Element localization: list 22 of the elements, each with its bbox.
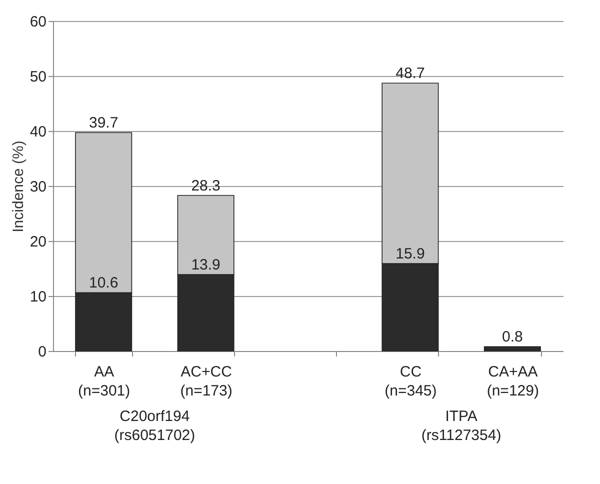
y-tick-label: 60 — [30, 14, 46, 30]
total-label: 28.3 — [191, 177, 220, 194]
x-tick-label: AC+CC (n=173) — [180, 364, 232, 400]
text: ITPA (rs1127354) — [421, 408, 502, 444]
y-tick-label: 0 — [38, 344, 46, 360]
x-tick-label: AA (n=301) — [78, 364, 130, 400]
y-tick-label: 20 — [30, 234, 46, 250]
y-tick-label: 10 — [30, 288, 46, 306]
y-tick-label: 40 — [30, 124, 46, 140]
x-tick-label: CA+AA (n=129) — [486, 364, 539, 400]
total-label: 48.7 — [396, 65, 425, 82]
x-tick-label: CC (n=345) — [384, 364, 437, 400]
y-tick-label: 30 — [30, 178, 46, 196]
data-label: 10.6 — [88, 274, 118, 292]
bar — [484, 346, 541, 352]
text: C20orf194 (rs6051702) — [114, 408, 196, 444]
y-tick-label: 50 — [30, 68, 46, 86]
data-label: 15.9 — [396, 246, 425, 263]
total-label: 39.7 — [88, 114, 118, 132]
data-label: 0.8 — [502, 328, 523, 346]
data-label: 13.9 — [191, 256, 220, 274]
y-axis-title: Incidence (%) — [10, 140, 27, 232]
